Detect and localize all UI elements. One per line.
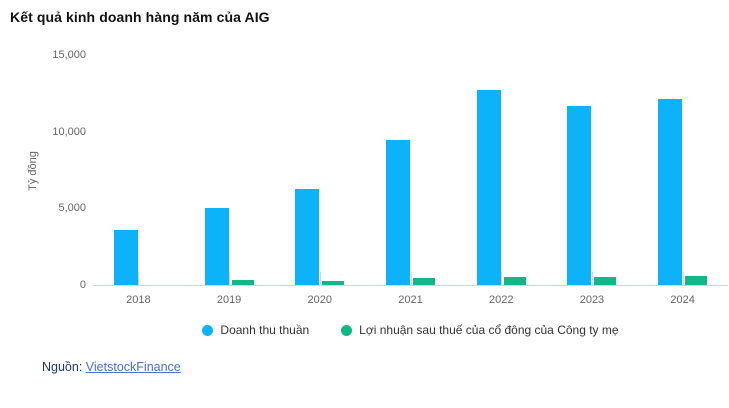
y-tick-label: 15,000 xyxy=(52,49,86,61)
legend: Doanh thu thuần Lợi nhuận sau thuế của c… xyxy=(93,319,728,341)
x-axis-label: 2021 xyxy=(398,294,423,306)
bar-group: 2023 xyxy=(547,55,638,306)
x-axis-tick xyxy=(682,272,684,285)
profit-legend-dot-icon xyxy=(341,324,353,336)
y-tick-label: 5,000 xyxy=(58,202,86,215)
bar-group: 2021 xyxy=(365,55,456,306)
page-title: Kết quả kinh doanh hàng năm của AIG xyxy=(10,9,270,25)
bar-group: 2019 xyxy=(184,55,275,306)
x-axis-label: 2023 xyxy=(579,294,605,306)
profit-bar[interactable] xyxy=(231,279,254,285)
revenue-bar[interactable] xyxy=(658,98,683,285)
plot-area: 2018 2019 2020 2021 2022 2023 2024 xyxy=(93,55,728,306)
revenue-bar[interactable] xyxy=(295,189,320,285)
revenue-bar[interactable] xyxy=(204,208,229,285)
x-axis-label: 2019 xyxy=(216,294,242,306)
revenue-bar[interactable] xyxy=(113,229,138,285)
x-axis-label: 2020 xyxy=(307,294,333,306)
x-axis-tick xyxy=(319,272,321,285)
x-axis-label: 2022 xyxy=(488,294,514,306)
x-axis-tick xyxy=(229,272,231,285)
legend-item-revenue[interactable]: Doanh thu thuần xyxy=(202,323,309,337)
source-link[interactable]: VietstockFinance xyxy=(85,360,181,374)
bar-group: 2018 xyxy=(93,55,184,306)
x-axis-tick xyxy=(591,272,593,285)
profit-bar[interactable] xyxy=(503,277,526,285)
revenue-bar[interactable] xyxy=(476,90,501,285)
y-axis-labels: 0 5,000 10,000 15,000 xyxy=(0,49,86,291)
revenue-bar[interactable] xyxy=(567,106,592,285)
revenue-bar[interactable] xyxy=(386,140,411,285)
x-axis-tick xyxy=(501,272,503,285)
profit-bar[interactable] xyxy=(322,280,345,285)
x-axis-tick xyxy=(410,272,412,285)
profit-bar[interactable] xyxy=(413,277,436,285)
x-axis-label: 2018 xyxy=(126,294,151,306)
bar-group: 2024 xyxy=(637,55,728,306)
x-axis-label: 2024 xyxy=(670,294,695,306)
source-label: Nguồn: xyxy=(42,360,83,374)
revenue-legend-dot-icon xyxy=(202,324,214,336)
y-tick-label: 0 xyxy=(79,279,86,291)
legend-item-profit[interactable]: Lợi nhuận sau thuế của cổ đông của Công … xyxy=(341,323,619,337)
profit-bar[interactable] xyxy=(685,276,708,285)
profit-bar[interactable] xyxy=(594,276,617,285)
bar-group: 2020 xyxy=(274,55,365,306)
source-line: Nguồn: VietstockFinance xyxy=(42,360,181,374)
y-tick-label: 10,000 xyxy=(52,125,86,138)
bar-group: 2022 xyxy=(456,55,547,306)
legend-label: Lợi nhuận sau thuế của cổ đông của Công … xyxy=(359,323,619,337)
x-axis-tick xyxy=(138,272,140,285)
legend-label: Doanh thu thuần xyxy=(220,323,310,337)
